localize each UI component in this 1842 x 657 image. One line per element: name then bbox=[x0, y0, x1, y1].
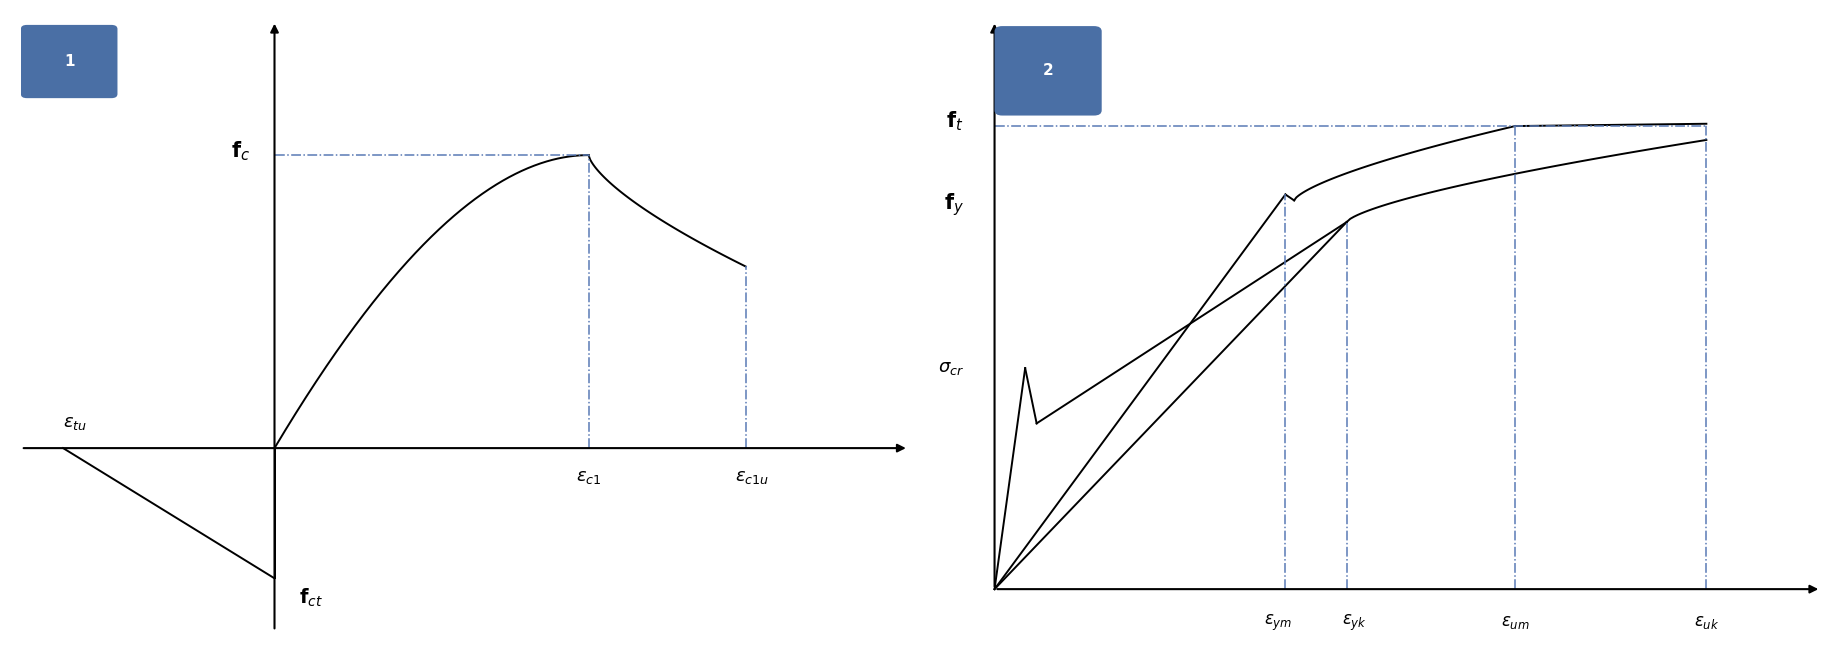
Text: f$_c$: f$_c$ bbox=[232, 139, 251, 163]
Text: 2: 2 bbox=[1043, 63, 1054, 78]
Text: $\varepsilon_{yk}$: $\varepsilon_{yk}$ bbox=[1341, 613, 1367, 633]
Text: f$_y$: f$_y$ bbox=[943, 192, 963, 218]
Text: $\varepsilon_{c1}$: $\varepsilon_{c1}$ bbox=[577, 468, 600, 486]
FancyBboxPatch shape bbox=[20, 25, 118, 98]
Text: $\varepsilon_{ym}$: $\varepsilon_{ym}$ bbox=[1264, 613, 1291, 633]
Text: f$_t$: f$_t$ bbox=[947, 109, 963, 133]
Text: f$_{ct}$: f$_{ct}$ bbox=[298, 587, 322, 609]
Text: 1: 1 bbox=[64, 54, 74, 69]
Text: $\varepsilon_{c1u}$: $\varepsilon_{c1u}$ bbox=[735, 468, 768, 486]
Text: $\varepsilon_{um}$: $\varepsilon_{um}$ bbox=[1501, 613, 1529, 631]
FancyBboxPatch shape bbox=[995, 26, 1102, 116]
Text: $\varepsilon_{uk}$: $\varepsilon_{uk}$ bbox=[1693, 613, 1719, 631]
Text: $\varepsilon_{tu}$: $\varepsilon_{tu}$ bbox=[63, 414, 87, 432]
Text: $\sigma_{cr}$: $\sigma_{cr}$ bbox=[938, 359, 963, 377]
